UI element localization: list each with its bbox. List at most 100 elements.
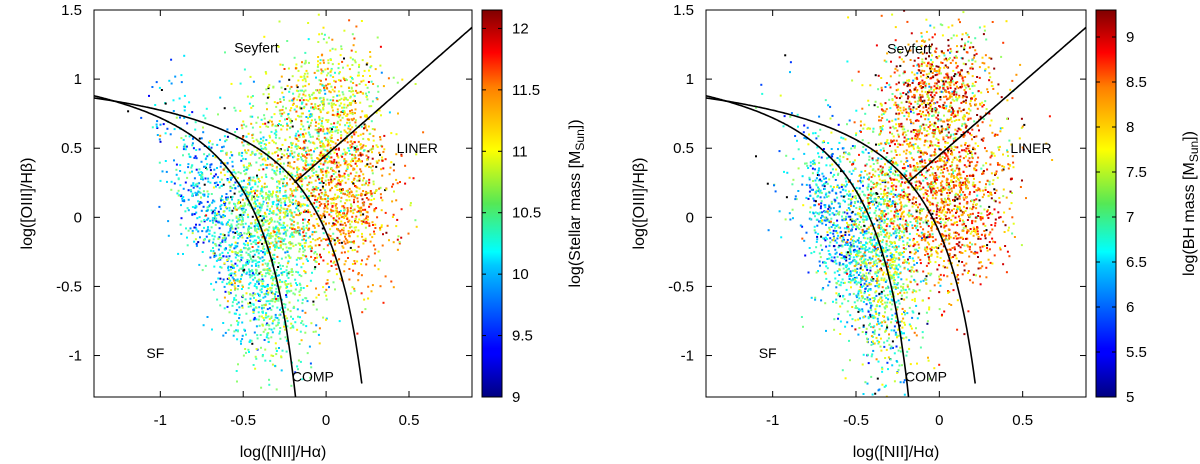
scatter-point-2-456 xyxy=(853,248,856,251)
scatter-point-2-273 xyxy=(825,245,828,248)
scatter-point-1-2626 xyxy=(300,156,302,159)
scatter-point-1-2369 xyxy=(363,123,366,126)
scatter-point-1-2462 xyxy=(262,237,265,240)
scatter-point-2-1160 xyxy=(878,270,881,273)
scatter-point-1-176 xyxy=(241,193,244,196)
scatter-point-2-1124 xyxy=(846,241,849,244)
scatter-point-1-1888 xyxy=(332,261,335,264)
scatter-point-1-3286 xyxy=(316,198,319,201)
scatter-point-1-3319 xyxy=(379,193,382,196)
scatter-point-1-2476 xyxy=(243,188,246,191)
scatter-point-1-3356 xyxy=(322,128,325,131)
scatter-point-1-1154 xyxy=(298,250,301,253)
scatter-point-1-3348 xyxy=(344,235,346,238)
scatter-point-1-2646 xyxy=(285,176,288,179)
scatter-point-2-288 xyxy=(821,222,824,225)
scatter-point-2-511 xyxy=(824,206,827,209)
scatter-point-2-309 xyxy=(842,263,845,266)
scatter-point-2-680 xyxy=(815,218,818,221)
scatter-point-2-56 xyxy=(878,283,881,286)
scatter-point-1-2500 xyxy=(324,149,327,152)
scatter-point-1-2744 xyxy=(351,142,354,145)
scatter-point-1-0 xyxy=(181,199,184,202)
scatter-point-1-111 xyxy=(193,156,196,159)
y-tick-label: -0.5 xyxy=(56,278,82,295)
scatter-point-1-1212 xyxy=(286,317,288,320)
scatter-point-1-2354 xyxy=(286,147,289,150)
scatter-point-1-3290 xyxy=(325,175,328,178)
scatter-point-1-2844 xyxy=(362,219,365,222)
scatter-point-1-53 xyxy=(158,86,161,89)
scatter-point-2-655 xyxy=(875,248,877,251)
scatter-point-1-1168 xyxy=(278,182,281,185)
scatter-point-2-115 xyxy=(820,205,822,208)
scatter-point-1-677 xyxy=(247,230,250,233)
scatter-point-1-800 xyxy=(233,330,236,333)
scatter-point-1-3671 xyxy=(350,86,353,89)
scatter-point-2-491 xyxy=(845,269,848,272)
scatter-point-2-421 xyxy=(824,193,827,196)
scatter-point-1-3750 xyxy=(377,90,380,93)
scatter-point-2-1090 xyxy=(911,257,914,260)
scatter-point-1-952 xyxy=(281,280,284,283)
scatter-point-1-3349 xyxy=(339,164,342,167)
scatter-point-1-3604 xyxy=(304,61,307,64)
scatter-point-1-890 xyxy=(266,323,269,326)
scatter-point-2-837 xyxy=(884,321,887,324)
scatter-point-1-3563 xyxy=(346,98,349,101)
scatter-point-1-3588 xyxy=(320,125,323,128)
scatter-point-2-408 xyxy=(883,345,886,348)
scatter-point-2-862 xyxy=(843,298,846,301)
scatter-point-1-2404 xyxy=(268,84,271,87)
scatter-point-1-1296 xyxy=(260,118,263,121)
scatter-point-1-508 xyxy=(221,223,224,226)
scatter-point-1-392 xyxy=(228,273,231,276)
scatter-point-1-2705 xyxy=(311,194,314,197)
scatter-point-1-1898 xyxy=(286,164,289,167)
scatter-point-1-1130 xyxy=(262,200,265,203)
scatter-point-1-364 xyxy=(180,204,182,207)
scatter-point-1-357 xyxy=(172,110,175,112)
scatter-point-1-3063 xyxy=(353,289,356,292)
scatter-point-1-2512 xyxy=(271,193,274,196)
scatter-point-1-2666 xyxy=(263,157,266,160)
scatter-point-2-866 xyxy=(867,183,870,186)
scatter-point-1-2179 xyxy=(310,194,313,197)
scatter-point-2-608 xyxy=(830,226,833,228)
scatter-point-2-878 xyxy=(848,153,851,156)
scatter-point-1-2985 xyxy=(396,182,399,185)
scatter-point-1-2189 xyxy=(332,222,335,225)
scatter-point-2-852 xyxy=(878,259,881,262)
scatter-point-1-1023 xyxy=(255,250,258,253)
scatter-point-1-497 xyxy=(200,160,203,163)
scatter-point-1-1014 xyxy=(258,294,261,297)
scatter-point-1-1924 xyxy=(235,215,238,218)
scatter-point-1-3266 xyxy=(330,215,333,218)
scatter-point-1-375 xyxy=(184,135,187,138)
scatter-point-1-2370 xyxy=(302,148,305,151)
scatter-point-2-155 xyxy=(836,270,839,273)
scatter-point-1-2485 xyxy=(267,202,270,205)
scatter-point-1-1305 xyxy=(255,211,258,214)
scatter-point-1-3182 xyxy=(375,207,378,210)
scatter-point-1-513 xyxy=(239,260,241,263)
scatter-point-1-2977 xyxy=(339,230,342,233)
scatter-point-1-3022 xyxy=(346,113,349,116)
scatter-point-1-590 xyxy=(246,260,249,263)
scatter-point-1-1113 xyxy=(289,152,292,155)
scatter-point-1-1500 xyxy=(309,235,311,238)
scatter-point-1-3253 xyxy=(377,250,380,253)
scatter-point-1-2709 xyxy=(355,171,358,174)
scatter-point-1-1355 xyxy=(282,232,285,235)
scatter-point-2-462 xyxy=(845,253,848,256)
scatter-point-1-3458 xyxy=(291,99,294,102)
scatter-point-1-765 xyxy=(254,153,257,156)
scatter-point-1-1350 xyxy=(249,75,252,78)
scatter-point-2-894 xyxy=(867,299,870,302)
scatter-point-1-467 xyxy=(190,164,193,167)
scatter-point-1-134 xyxy=(194,206,197,209)
scatter-point-1-398 xyxy=(266,322,269,325)
scatter-point-2-948 xyxy=(890,345,893,348)
scatter-point-1-492 xyxy=(234,256,237,259)
scatter-point-1-2550 xyxy=(278,20,281,23)
